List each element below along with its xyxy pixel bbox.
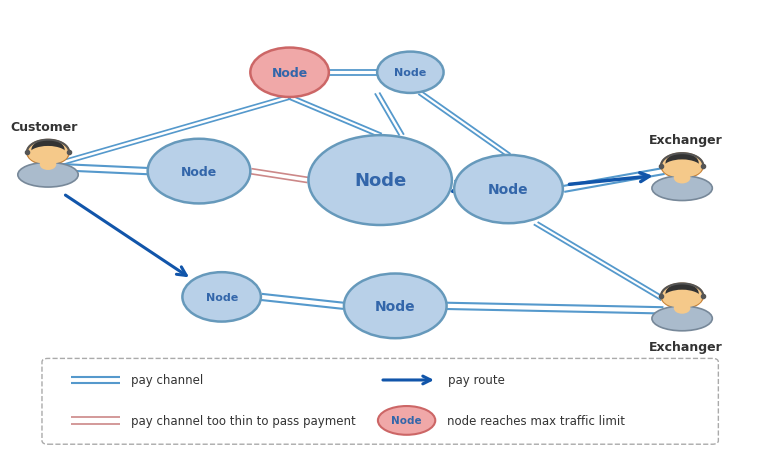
Text: Node: Node xyxy=(354,172,406,190)
Circle shape xyxy=(666,284,699,304)
Ellipse shape xyxy=(454,156,563,224)
Ellipse shape xyxy=(250,48,329,98)
Ellipse shape xyxy=(674,173,691,184)
Ellipse shape xyxy=(663,290,702,308)
Text: Customer: Customer xyxy=(11,120,78,133)
Circle shape xyxy=(666,154,699,174)
Text: pay channel too thin to pass payment: pay channel too thin to pass payment xyxy=(131,414,356,427)
Ellipse shape xyxy=(663,160,702,178)
Text: Node: Node xyxy=(206,292,238,302)
Ellipse shape xyxy=(652,306,712,331)
Ellipse shape xyxy=(182,272,261,322)
Ellipse shape xyxy=(39,159,56,170)
Text: node reaches max traffic limit: node reaches max traffic limit xyxy=(446,414,625,427)
Ellipse shape xyxy=(308,136,452,226)
Ellipse shape xyxy=(344,274,446,338)
Text: Node: Node xyxy=(488,183,529,197)
Text: Exchanger: Exchanger xyxy=(649,340,723,353)
Ellipse shape xyxy=(148,139,250,204)
Ellipse shape xyxy=(17,163,78,188)
Text: Node: Node xyxy=(392,415,422,425)
Circle shape xyxy=(27,140,69,166)
Text: Exchanger: Exchanger xyxy=(649,134,723,147)
Circle shape xyxy=(31,140,65,160)
Ellipse shape xyxy=(674,303,691,314)
Text: Node: Node xyxy=(394,68,427,78)
FancyBboxPatch shape xyxy=(42,359,718,444)
Text: Node: Node xyxy=(272,67,307,79)
Text: Node: Node xyxy=(181,165,217,178)
Circle shape xyxy=(661,284,704,309)
Circle shape xyxy=(661,154,704,179)
Ellipse shape xyxy=(377,52,443,94)
Ellipse shape xyxy=(28,147,68,165)
Text: Node: Node xyxy=(375,299,416,313)
Text: pay route: pay route xyxy=(448,373,505,387)
Ellipse shape xyxy=(378,406,435,435)
Ellipse shape xyxy=(652,176,712,201)
Text: pay channel: pay channel xyxy=(131,373,203,387)
